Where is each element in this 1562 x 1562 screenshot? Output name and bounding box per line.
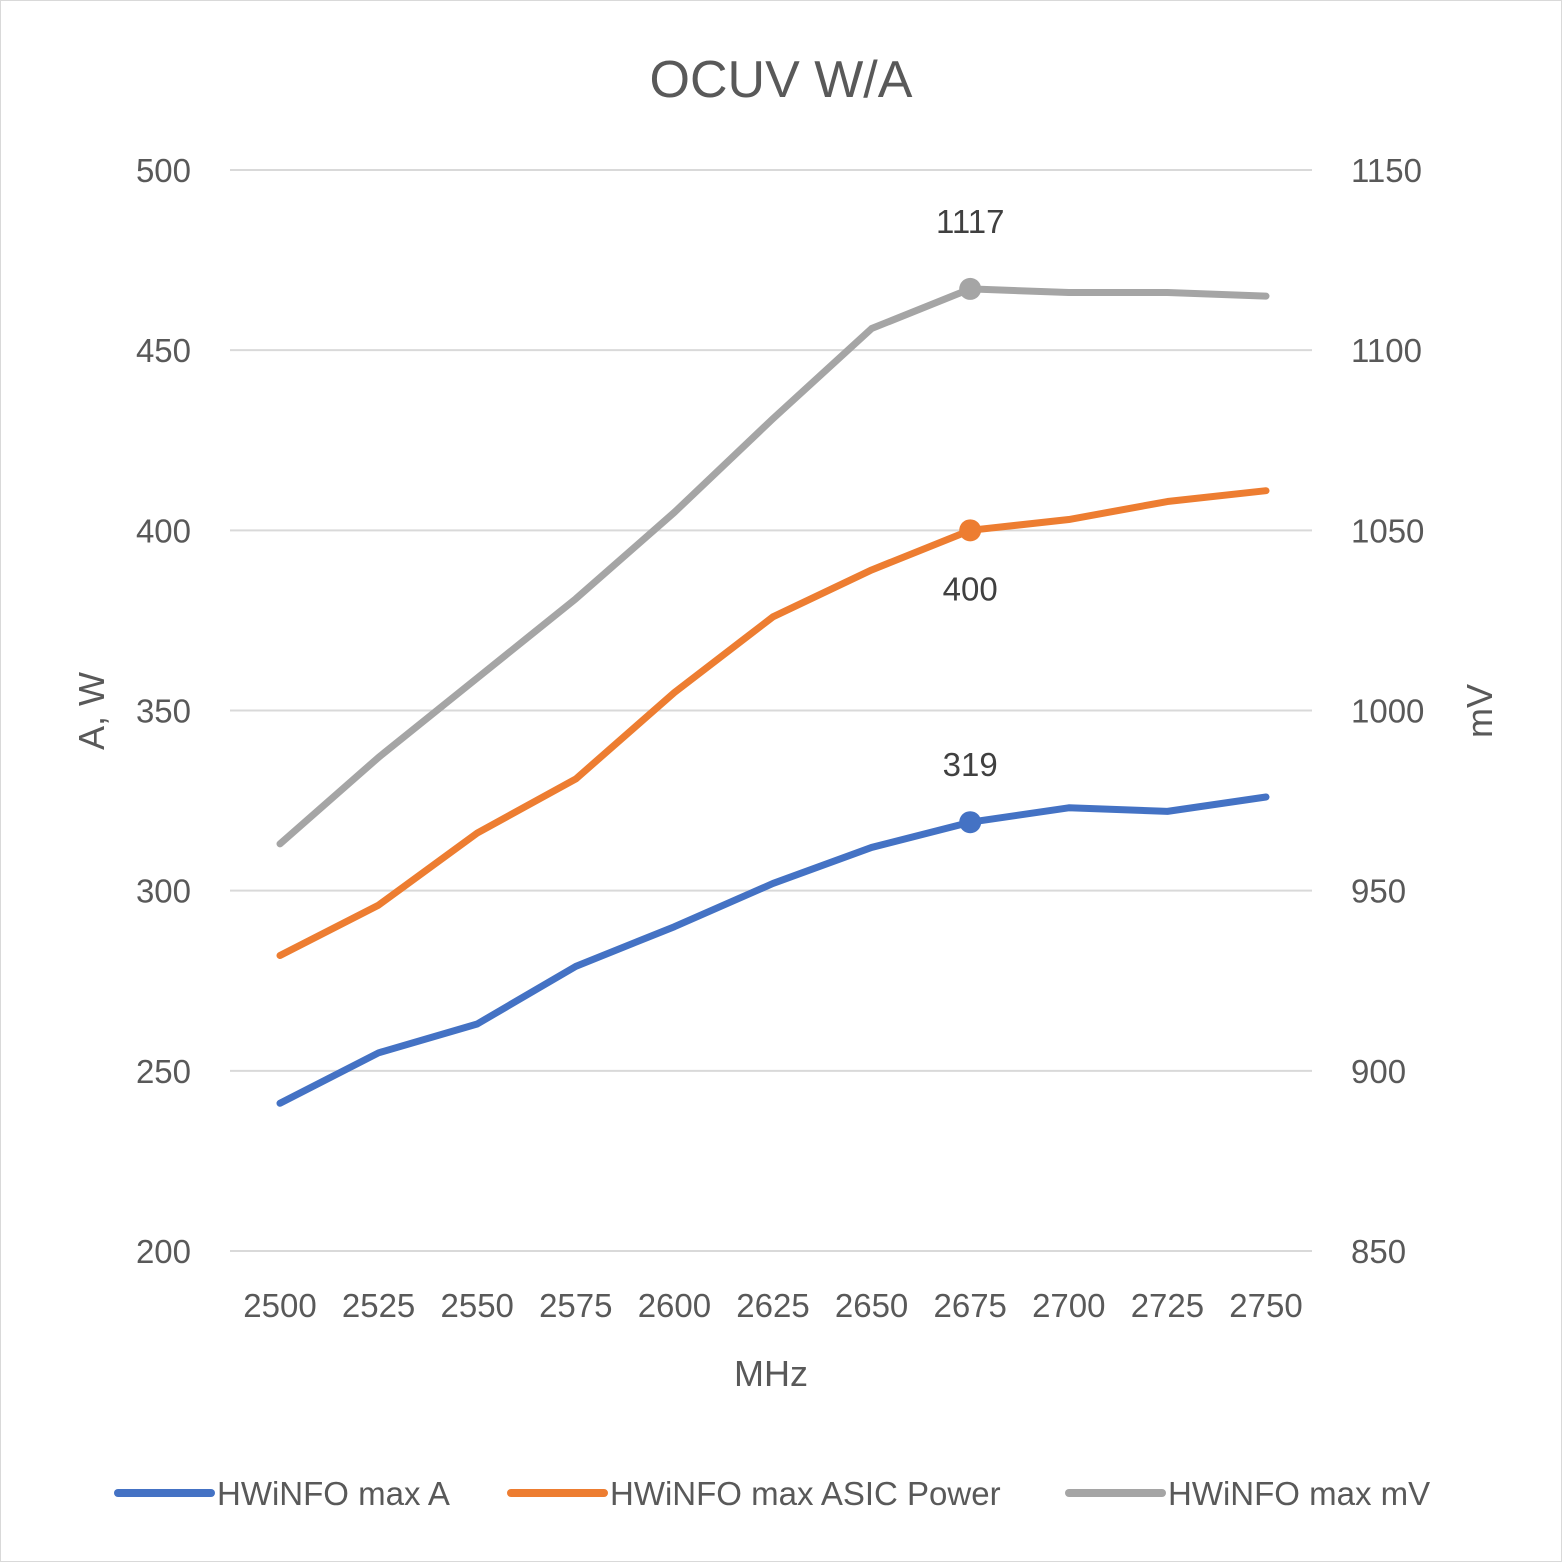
series-marker [959,811,982,834]
x-tick-label: 2525 [342,1287,415,1324]
legend-label: HWiNFO max mV [1168,1475,1430,1512]
x-tick-label: 2650 [835,1287,908,1324]
x-tick-label: 2600 [638,1287,711,1324]
y-axis-right-ticks: 850 900 950 1000 1050 1100 1150 [1351,152,1424,1270]
series-line [276,793,1270,1107]
y2-tick-label: 900 [1351,1053,1406,1090]
series-marker [959,519,982,542]
y-axis-left-title: A, W [71,672,112,750]
series-lines [276,277,1270,1107]
data-label: 400 [943,570,998,607]
y-tick-label: 250 [136,1053,191,1090]
y-tick-label: 450 [136,332,191,369]
x-tick-label: 2625 [736,1287,809,1324]
y-tick-label: 500 [136,152,191,189]
legend-label: HWiNFO max A [217,1475,450,1512]
data-label: 1117 [936,203,1005,240]
legend-label: HWiNFO max ASIC Power [610,1475,1001,1512]
gridlines [230,169,1312,1252]
x-tick-label: 2575 [539,1287,612,1324]
y-tick-label: 200 [136,1233,191,1270]
series-marker [959,277,982,300]
x-tick-label: 2750 [1229,1287,1302,1324]
y2-tick-label: 950 [1351,873,1406,910]
y-tick-label: 300 [136,873,191,910]
data-label: 319 [943,746,998,783]
x-axis-title: MHz [734,1353,808,1394]
y-axis-right-title: mV [1459,684,1500,738]
x-axis-ticks: 2500 2525 2550 2575 2600 2625 2650 2675 2700 2725… [243,1287,1302,1324]
x-tick-label: 2500 [243,1287,316,1324]
x-tick-label: 2725 [1131,1287,1204,1324]
x-tick-label: 2675 [933,1287,1006,1324]
x-tick-label: 2700 [1032,1287,1105,1324]
y-tick-label: 350 [136,693,191,730]
series-line [276,285,1270,848]
legend: HWiNFO max A HWiNFO max ASIC Power HWiNFO … [114,1475,1430,1512]
series-line [276,487,1270,960]
y2-tick-label: 850 [1351,1233,1406,1270]
data-labels: 319 400 1117 [936,203,1005,783]
y-axis-left-ticks: 200 250 300 350 400 450 500 [136,152,191,1270]
y2-tick-label: 1100 [1351,332,1422,369]
chart-title: OCUV W/A [650,51,913,109]
y2-tick-label: 1150 [1351,152,1422,189]
y2-tick-label: 1000 [1351,693,1424,730]
y-tick-label: 400 [136,512,191,549]
y2-tick-label: 1050 [1351,512,1424,549]
x-tick-label: 2550 [440,1287,513,1324]
